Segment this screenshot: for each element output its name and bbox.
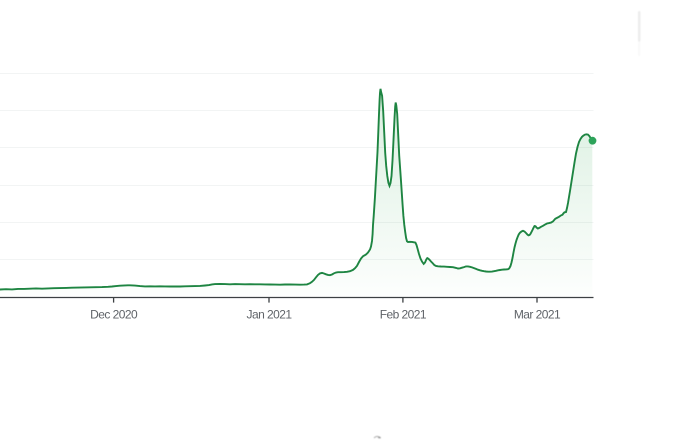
svg-text:Jan 2021: Jan 2021 [247, 308, 293, 322]
svg-text:Feb 2021: Feb 2021 [380, 308, 427, 322]
svg-text:Dec 2020: Dec 2020 [90, 308, 138, 322]
svg-text:Mar 2021: Mar 2021 [514, 308, 561, 322]
